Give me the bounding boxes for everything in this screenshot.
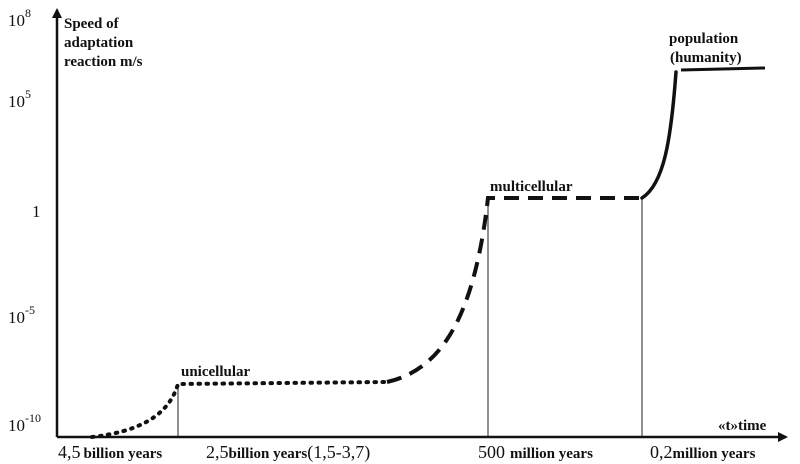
y-tick-label: 108 [8,6,31,30]
x-axis-label: «t»time [718,418,767,434]
series-population-line [640,70,678,200]
series-unicellular-line [90,380,387,439]
label-population: population [669,31,739,47]
x-tick-label: 2,5billion years(1,5-3,7) [206,442,370,463]
x-tick-labels: 4,5 billion years 2,5billion years(1,5-3,… [58,442,756,463]
label-multicellular: multicellular [490,179,573,195]
y-tick-label: 10-10 [8,411,41,435]
label-humanity: (humanity) [670,50,742,66]
x-tick-label: 500 million years [478,442,593,462]
series-multicellular-line [386,196,642,384]
x-tick-label: 4,5 billion years [58,442,162,462]
y-tick-labels: 108 105 1 10-5 10-10 [8,6,41,435]
x-tick-label: 0,2million years [650,442,756,462]
y-tick-label: 105 [8,87,31,111]
y-axis-label: Speed of adaptation reaction m/s [64,16,143,70]
series-population-plateau [680,66,766,72]
y-tick-label: 1 [32,202,41,221]
y-tick-label: 10-5 [8,303,35,327]
label-unicellular: unicellular [181,364,251,380]
